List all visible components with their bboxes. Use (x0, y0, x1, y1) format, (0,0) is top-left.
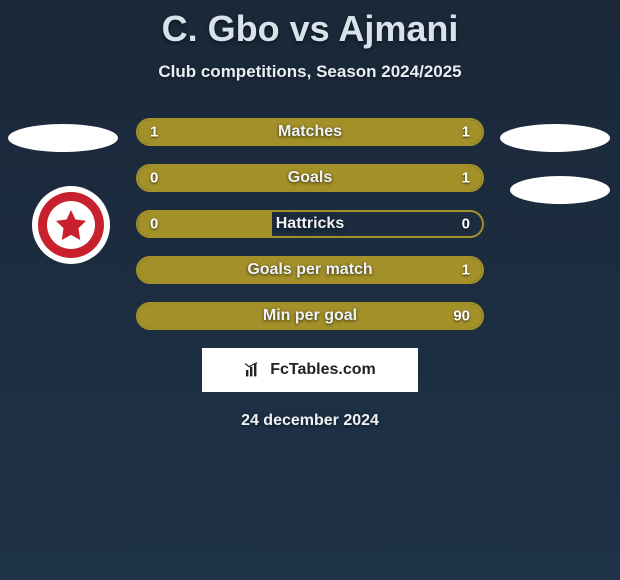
stat-value-right: 0 (462, 216, 470, 233)
bar-left (138, 166, 203, 190)
brand-label: FcTables.com (270, 361, 376, 379)
bar-left (138, 120, 310, 144)
stat-value-right: 1 (462, 170, 470, 187)
stat-value-right: 90 (453, 308, 470, 325)
stat-row-goals: 0 Goals 1 (136, 164, 484, 192)
comparison-title: C. Gbo vs Ajmani (0, 0, 620, 50)
bar-right (138, 304, 482, 328)
stat-row-goals-per-match: Goals per match 1 (136, 256, 484, 284)
date-label: 24 december 2024 (0, 412, 620, 430)
stat-row-min-per-goal: Min per goal 90 (136, 302, 484, 330)
player-left-placeholder (8, 124, 118, 152)
bar-right (138, 258, 482, 282)
bar-chart-icon (244, 362, 264, 378)
brand-box[interactable]: FcTables.com (202, 348, 418, 392)
stat-row-hattricks: 0 Hattricks 0 (136, 210, 484, 238)
club-badge-left (32, 186, 110, 264)
stat-value-right: 1 (462, 124, 470, 141)
bar-right (310, 120, 482, 144)
stat-value-left: 0 (150, 216, 158, 233)
bar-right (203, 166, 482, 190)
stats-container: 1 Matches 1 0 Goals 1 0 Hattricks 0 Goal… (136, 118, 484, 330)
comparison-subtitle: Club competitions, Season 2024/2025 (0, 62, 620, 82)
stat-value-left: 0 (150, 170, 158, 187)
stat-value-left: 1 (150, 124, 158, 141)
star-icon (53, 207, 89, 243)
stat-row-matches: 1 Matches 1 (136, 118, 484, 146)
stat-value-right: 1 (462, 262, 470, 279)
player-right-placeholder-top (500, 124, 610, 152)
player-right-placeholder-bottom (510, 176, 610, 204)
